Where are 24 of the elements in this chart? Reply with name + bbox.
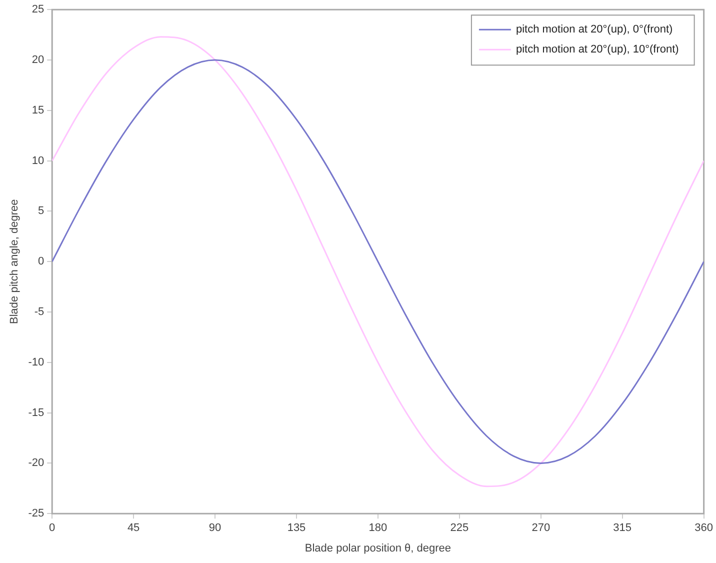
legend-label: pitch motion at 20°(up), 10°(front)	[516, 44, 679, 56]
y-tick-label: -5	[34, 306, 44, 318]
x-tick-label: 225	[450, 522, 469, 534]
y-tick-label: 10	[32, 154, 44, 167]
x-axis-title: Blade polar position θ, degree	[304, 542, 452, 554]
y-tick-label: 0	[38, 256, 44, 268]
x-tick-label: 135	[287, 522, 306, 534]
x-tick-label: 0	[49, 522, 56, 534]
y-tick-label: 20	[32, 54, 44, 66]
y-tick-label: -15	[28, 406, 44, 419]
x-tick-label: 90	[208, 522, 222, 534]
y-tick-label: 5	[38, 205, 44, 218]
x-tick-label: 180	[368, 522, 388, 534]
x-tick-label: 45	[127, 522, 140, 534]
y-tick-label: 15	[32, 104, 44, 116]
x-tick-label: 315	[613, 522, 632, 534]
y-tick-label: -25	[28, 508, 44, 520]
y-tick-label: -20	[28, 457, 44, 470]
x-tick-label: 270	[532, 522, 550, 534]
legend-label: pitch motion at 20°(up), 0°(front)	[516, 24, 673, 36]
y-axis-title: Blade pitch angle, degree	[8, 199, 21, 324]
y-tick-label: -10	[28, 356, 44, 368]
x-tick-label: 360	[694, 522, 714, 534]
y-tick-label: 25	[32, 4, 44, 16]
